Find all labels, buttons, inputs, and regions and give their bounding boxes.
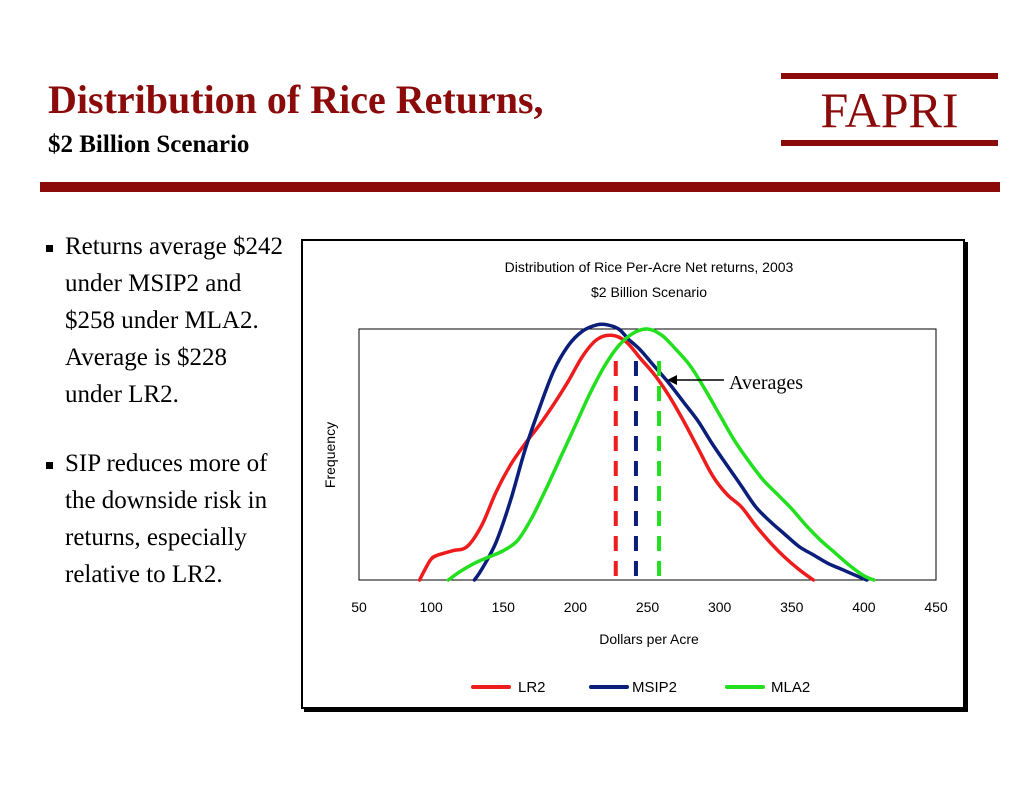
y-axis-label: Frequency	[322, 422, 338, 488]
x-tick-label: 100	[419, 599, 443, 615]
plot-area	[358, 328, 937, 581]
annotation-arrow	[667, 375, 724, 385]
logo-top-bar	[781, 73, 998, 79]
x-tick-label: 450	[924, 599, 948, 615]
x-tick-label: 200	[564, 599, 588, 615]
arrow-head-icon	[667, 375, 678, 385]
legend: LR2 MSIP2 MLA2	[471, 679, 810, 696]
legend-label-mla2: MLA2	[771, 679, 810, 696]
logo-bottom-bar	[781, 140, 998, 146]
legend-label-lr2: LR2	[518, 679, 546, 696]
square-bullet-icon	[46, 245, 53, 252]
series-line-mla2	[446, 327, 876, 582]
chart-title: Distribution of Rice Per-Acre Net return…	[505, 259, 794, 275]
x-tick-label: 300	[708, 599, 732, 615]
bullet-item: Returns average $242 under MSIP2 and $25…	[40, 228, 290, 413]
x-tick-label: 350	[780, 599, 804, 615]
chart-svg: Distribution of Rice Per-Acre Net return…	[322, 259, 948, 696]
legend-label-msip2: MSIP2	[632, 679, 677, 696]
chart-frame: Distribution of Rice Per-Acre Net return…	[301, 239, 965, 709]
x-tick-label: 50	[351, 599, 367, 615]
chart-subtitle: $2 Billion Scenario	[591, 284, 707, 300]
x-axis-label: Dollars per Acre	[599, 631, 699, 647]
bullet-text: Returns average $242 under MSIP2 and $25…	[65, 233, 283, 408]
x-tick-label: 150	[492, 599, 516, 615]
square-bullet-icon	[46, 462, 53, 469]
slide-subtitle: $2 Billion Scenario	[48, 131, 250, 158]
series-line-lr2	[417, 333, 816, 582]
bullet-text: SIP reduces more of the downside risk in…	[65, 450, 268, 588]
averages-annotation: Averages	[729, 372, 803, 394]
x-tick-label: 400	[852, 599, 876, 615]
logo-text: FAPRI	[820, 82, 959, 138]
bullet-item: SIP reduces more of the downside risk in…	[40, 445, 290, 593]
x-tick-label: 250	[636, 599, 660, 615]
slide-title: Distribution of Rice Returns,	[48, 77, 544, 122]
series-line-msip2	[472, 322, 869, 582]
bullet-list: Returns average $242 under MSIP2 and $25…	[40, 228, 290, 625]
header-divider	[40, 182, 1000, 192]
fapri-logo: FAPRI	[781, 73, 998, 147]
plot-layer: 50 100 150 200 250 300 350 400 450	[351, 322, 948, 615]
